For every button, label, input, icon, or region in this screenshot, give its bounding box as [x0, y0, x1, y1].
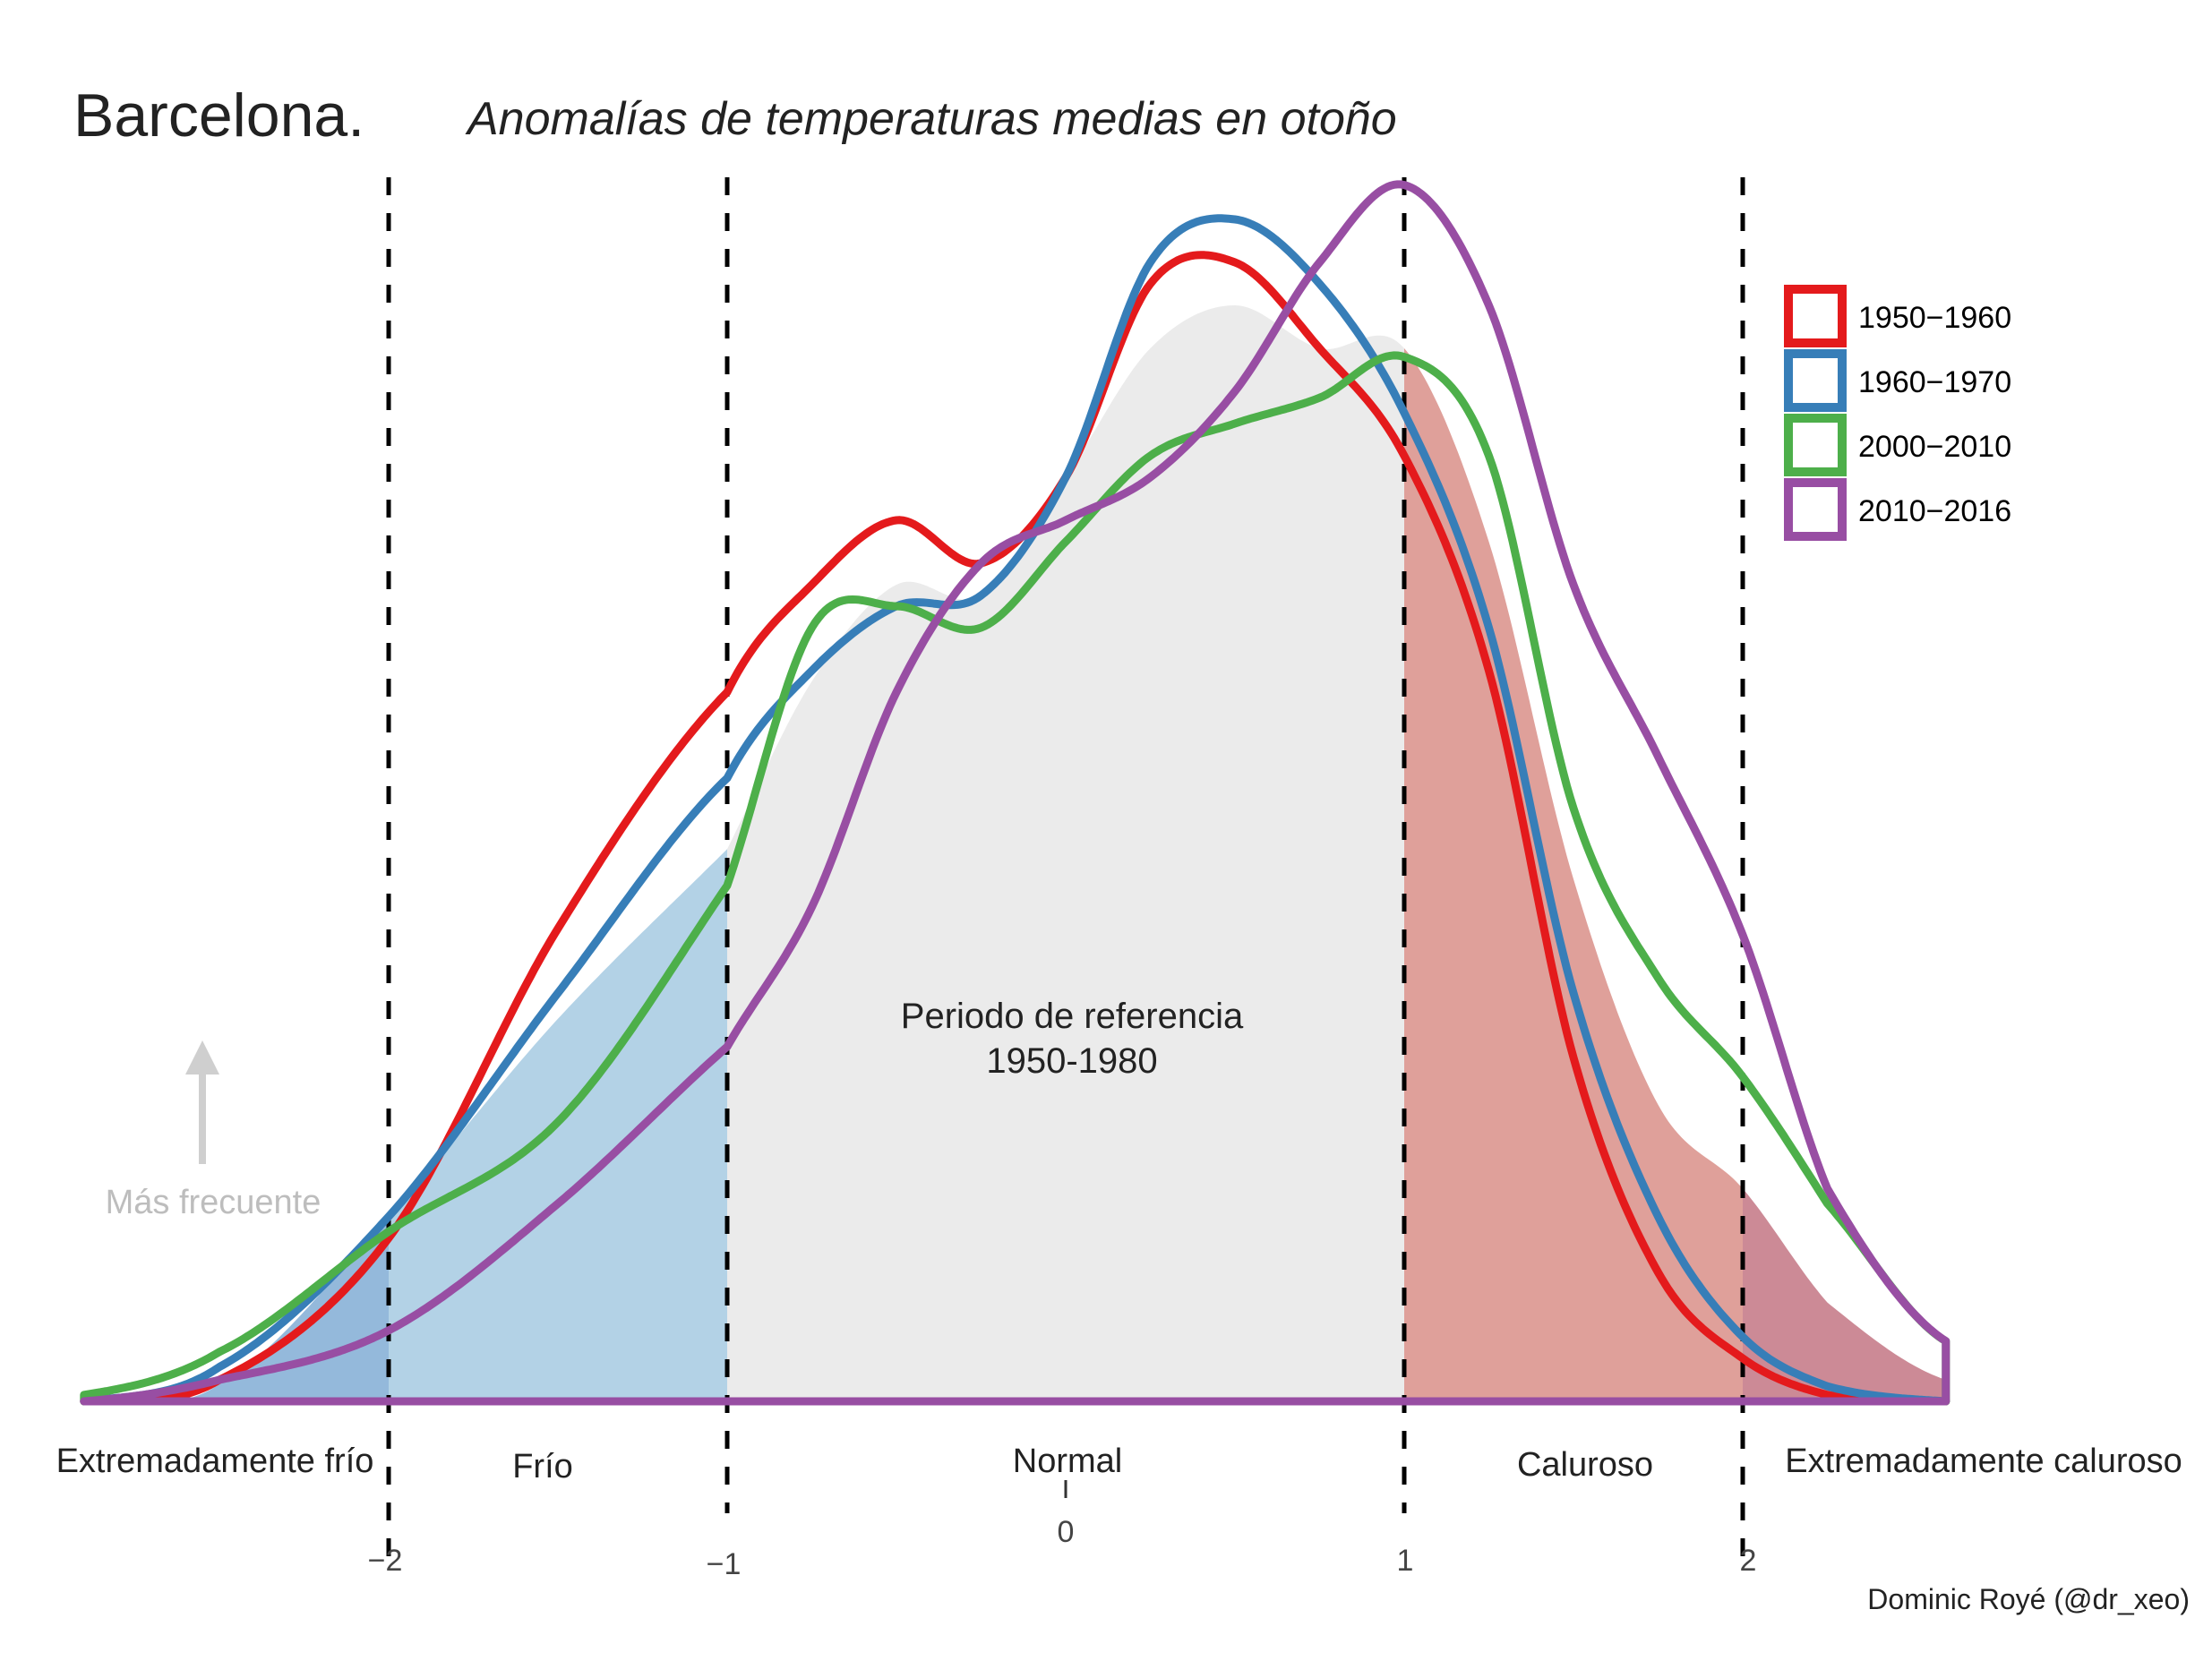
series-line-1960-1970 [80, 214, 1951, 1406]
frequency-hint: Más frecuente [106, 1040, 322, 1221]
legend-item: 1950−1960 [1784, 285, 2011, 347]
category-label: Frío [512, 1448, 573, 1485]
legend-label: 1960−1970 [1858, 365, 2011, 399]
series-line-2010-2016 [80, 180, 1951, 1406]
legend-item: 1960−1970 [1784, 349, 2011, 412]
arrow-head-icon [185, 1040, 219, 1074]
legend-swatch [1784, 414, 1847, 476]
credit: Dominic Royé (@dr_xeo) [1867, 1583, 2190, 1615]
legend-swatch [1784, 349, 1847, 412]
category-labels: Extremadamente frío Frío Normal Caluroso… [56, 1443, 2182, 1485]
category-label: Normal [1013, 1443, 1122, 1480]
normal-area [727, 305, 1404, 1401]
reference-label-line2: 1950-1980 [986, 1041, 1157, 1081]
x-tick-label: 1 [1397, 1544, 1414, 1578]
category-label: Caluroso [1517, 1446, 1653, 1484]
x-tick-label: −1 [707, 1547, 742, 1581]
legend-label: 1950−1960 [1858, 301, 2011, 335]
chart-title: Barcelona. [73, 81, 364, 150]
x-tick-label: 0 [1058, 1515, 1075, 1549]
legend-item: 2000−2010 [1784, 414, 2011, 476]
x-tick-label: −2 [368, 1544, 403, 1578]
hot-area [1404, 348, 1743, 1401]
legend-label: 2010−2016 [1858, 494, 2011, 528]
category-label: Extremadamente frío [56, 1443, 374, 1480]
x-axis-ticks: −2 −1 0 1 2 [368, 1480, 1757, 1581]
category-label: Extremadamente caluroso [1785, 1443, 2182, 1480]
series-lines [80, 180, 1951, 1406]
x-tick-label: 2 [1740, 1544, 1757, 1578]
extreme-hot-area [1743, 1188, 1946, 1401]
extreme-cold-area [83, 1216, 390, 1401]
legend-item: 2010−2016 [1784, 478, 2011, 541]
legend: 1950−1960 1960−1970 2000−2010 2010−2016 [1784, 285, 2011, 541]
reference-label-line1: Periodo de referencia [901, 997, 1244, 1036]
legend-swatch [1784, 478, 1847, 541]
series-line-2000-2010 [80, 351, 1951, 1406]
legend-swatch [1784, 285, 1847, 347]
chart-subtitle: Anomalías de temperaturas medias en otoñ… [465, 93, 1397, 145]
frequency-hint-label: Más frecuente [106, 1184, 322, 1221]
legend-label: 2000−2010 [1858, 430, 2011, 464]
